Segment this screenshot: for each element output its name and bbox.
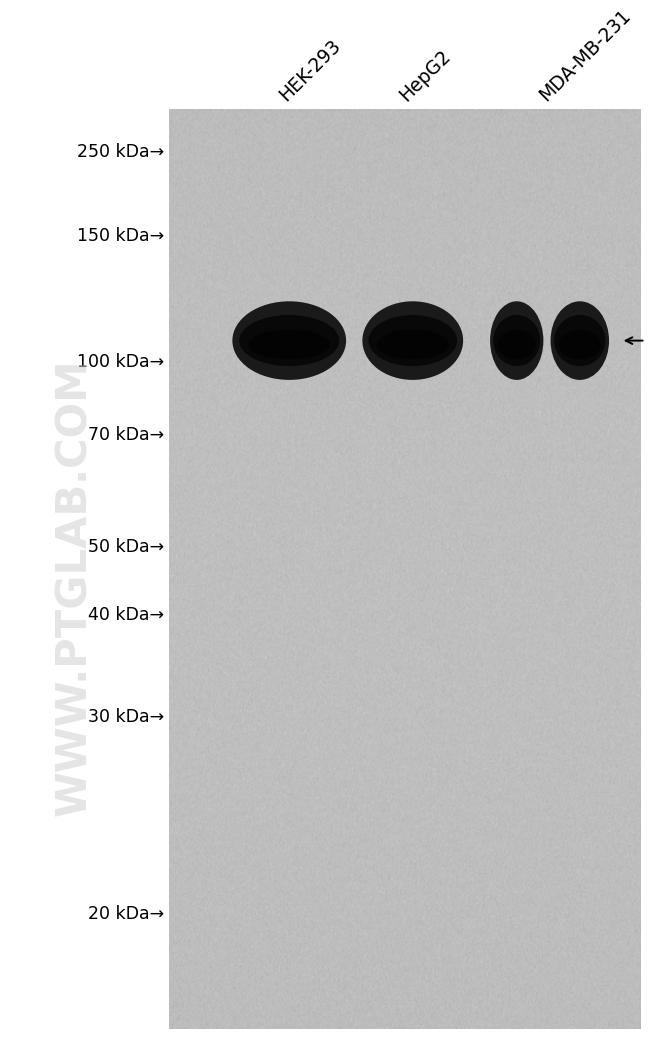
Ellipse shape [233,302,346,379]
Ellipse shape [363,302,463,379]
Ellipse shape [376,329,449,359]
Ellipse shape [369,315,457,366]
Text: HepG2: HepG2 [396,46,454,105]
Ellipse shape [551,302,609,379]
Text: 30 kDa→: 30 kDa→ [88,707,164,726]
Ellipse shape [559,329,601,359]
Text: 70 kDa→: 70 kDa→ [88,425,164,444]
Text: MDA-MB-231: MDA-MB-231 [536,6,635,105]
Text: 50 kDa→: 50 kDa→ [88,538,164,556]
Text: HEK-293: HEK-293 [276,36,344,105]
Ellipse shape [239,315,339,366]
Text: 100 kDa→: 100 kDa→ [77,352,164,371]
Text: 150 kDa→: 150 kDa→ [77,226,164,245]
Ellipse shape [493,315,540,366]
Ellipse shape [248,329,330,359]
Text: 20 kDa→: 20 kDa→ [88,904,164,923]
Ellipse shape [490,302,543,379]
Text: WWW.PTGLAB.COM: WWW.PTGLAB.COM [54,358,96,815]
Text: 250 kDa→: 250 kDa→ [77,143,164,161]
Ellipse shape [554,315,606,366]
Text: 40 kDa→: 40 kDa→ [88,606,164,625]
Ellipse shape [497,329,536,359]
